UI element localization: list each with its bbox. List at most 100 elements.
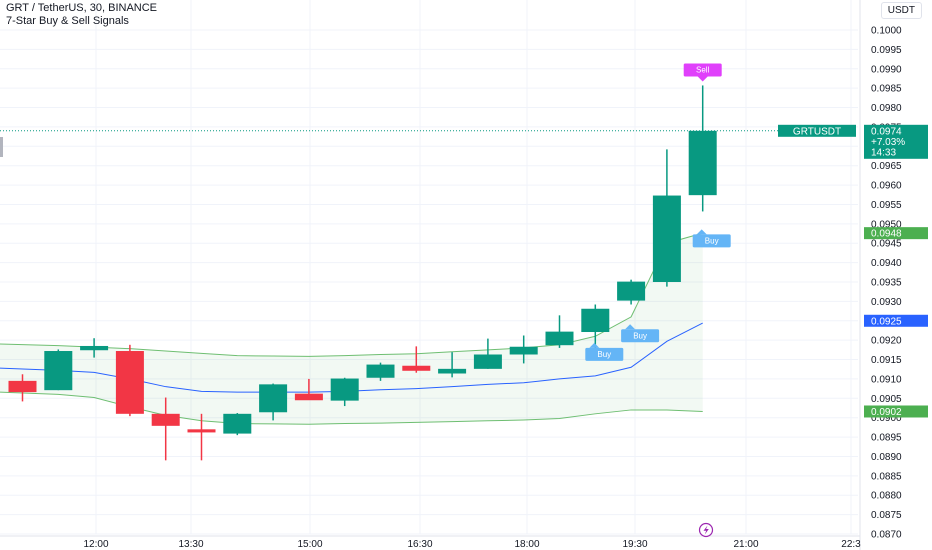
x-tick-label: 15:00 — [297, 539, 322, 550]
candle[interactable] — [8, 374, 37, 402]
candle[interactable] — [402, 346, 431, 373]
signal-box — [683, 63, 722, 77]
x-tick-label: 19:30 — [622, 539, 647, 550]
y-tick-label: 0.0900 — [871, 413, 902, 424]
candle[interactable] — [617, 279, 646, 305]
candle[interactable] — [473, 338, 502, 369]
candle[interactable] — [438, 352, 467, 378]
currency-button[interactable]: USDT — [880, 2, 922, 19]
y-tick-label: 0.0920 — [871, 336, 902, 347]
price-tag: 0.0925 — [864, 314, 928, 327]
y-tick-label: 0.0890 — [871, 452, 902, 463]
signal-text: Buy — [597, 350, 611, 359]
y-tick-label: 0.0980 — [871, 103, 902, 114]
last-price-countdown: 14:33 — [871, 147, 896, 158]
signal-pointer — [625, 324, 636, 330]
candle-body — [151, 413, 180, 426]
symbol-label-text: GRTUSDT — [793, 126, 841, 137]
symbol-price-label: GRTUSDT — [778, 124, 856, 137]
y-tick-label: 0.0945 — [871, 239, 902, 250]
price-tag-bg — [864, 405, 928, 418]
buy-signal-label: Buy — [692, 229, 731, 248]
candle[interactable] — [581, 304, 610, 352]
candle[interactable] — [509, 335, 538, 364]
left-edge-marker — [0, 137, 3, 157]
buy-signal-label: Buy — [585, 342, 624, 361]
band-fill — [0, 233, 703, 425]
candle-body — [438, 368, 467, 374]
upper-band-line — [0, 232, 703, 357]
candle-body — [330, 378, 359, 401]
candle-body — [402, 365, 431, 371]
candle[interactable] — [294, 378, 323, 401]
candle-body — [473, 354, 502, 369]
candle-body — [617, 281, 646, 301]
candle[interactable] — [115, 344, 144, 417]
buy-signal-label: Buy — [621, 324, 660, 343]
chart-grid — [0, 0, 858, 535]
signal-box — [692, 234, 731, 248]
y-tick-label: 0.0985 — [871, 84, 902, 95]
y-tick-label: 0.0930 — [871, 297, 902, 308]
candle-body — [581, 308, 610, 333]
candle[interactable] — [545, 315, 574, 348]
y-tick-label: 0.0965 — [871, 161, 902, 172]
signal-box — [621, 329, 660, 343]
y-tick-label: 0.1000 — [871, 26, 902, 37]
candle[interactable] — [80, 338, 109, 358]
time-axis[interactable]: 12:00 13:30 15:00 16:30 18:00 19:30 21:00 22:3 — [0, 535, 861, 550]
candle-body — [223, 413, 252, 434]
y-tick-label: 0.0875 — [871, 510, 902, 521]
y-tick-label: 0.0960 — [871, 181, 902, 192]
candle[interactable] — [330, 377, 359, 407]
y-tick-label: 0.0885 — [871, 471, 902, 482]
price-tag-label: 0.0948 — [871, 229, 902, 240]
y-tick-label: 0.0940 — [871, 258, 902, 269]
x-tick-label: 21:00 — [733, 539, 758, 550]
symbol-label-bg — [778, 124, 856, 137]
lightning-icon[interactable] — [698, 522, 714, 538]
price-tag: 0.0948 — [864, 227, 928, 240]
candle-body — [652, 195, 681, 282]
candle[interactable] — [44, 349, 73, 391]
y-tick-label: 0.0915 — [871, 355, 902, 366]
signal-box — [585, 347, 624, 361]
x-tick-label: 12:00 — [83, 539, 108, 550]
y-tick-label: 0.0955 — [871, 200, 902, 211]
candle-body — [187, 429, 216, 433]
signal-pointer — [589, 342, 600, 348]
indicator-name[interactable]: 7-Star Buy & Sell Signals — [6, 15, 129, 27]
signal-labels: Buy Buy Buy Sell — [585, 63, 731, 361]
last-price-tag: 0.0974+7.03%14:33 — [864, 124, 928, 159]
y-tick-label: 0.0895 — [871, 433, 902, 444]
y-tick-label: 0.0990 — [871, 64, 902, 75]
y-tick-label: 0.0880 — [871, 491, 902, 502]
candle[interactable] — [652, 149, 681, 287]
candle[interactable] — [187, 413, 216, 461]
symbol-title[interactable]: GRT / TetherUS, 30, BINANCE — [6, 2, 158, 14]
signal-pointer — [696, 229, 707, 235]
candlesticks[interactable] — [8, 85, 717, 461]
candle[interactable] — [223, 413, 252, 436]
y-tick-label: 0.0910 — [871, 374, 902, 385]
candle[interactable] — [366, 362, 395, 381]
candle-body — [44, 351, 73, 391]
candle[interactable] — [151, 397, 180, 461]
signal-text: Sell — [696, 66, 710, 75]
last-price-tag-bg — [864, 124, 928, 159]
price-tag-label: 0.0902 — [871, 407, 902, 418]
candle-body — [8, 380, 37, 393]
y-tick-label: 0.0995 — [871, 45, 902, 56]
candle[interactable] — [259, 383, 288, 421]
last-price-change: +7.03% — [871, 137, 905, 148]
last-price-value: 0.0974 — [871, 126, 902, 137]
price-tags: 0.0948 0.0925 0.0902 0.0974+7.03%14:33 GRTUS… — [778, 124, 928, 418]
price-axis[interactable]: 0.10000.09950.09900.09850.09800.09750.09… — [859, 0, 902, 550]
candle[interactable] — [688, 85, 717, 212]
x-tick-label: 22:3 — [841, 539, 861, 550]
y-tick-label: 0.0905 — [871, 394, 902, 405]
sell-signal-label: Sell — [683, 63, 722, 82]
x-tick-label: 16:30 — [407, 539, 432, 550]
candle-body — [294, 393, 323, 401]
